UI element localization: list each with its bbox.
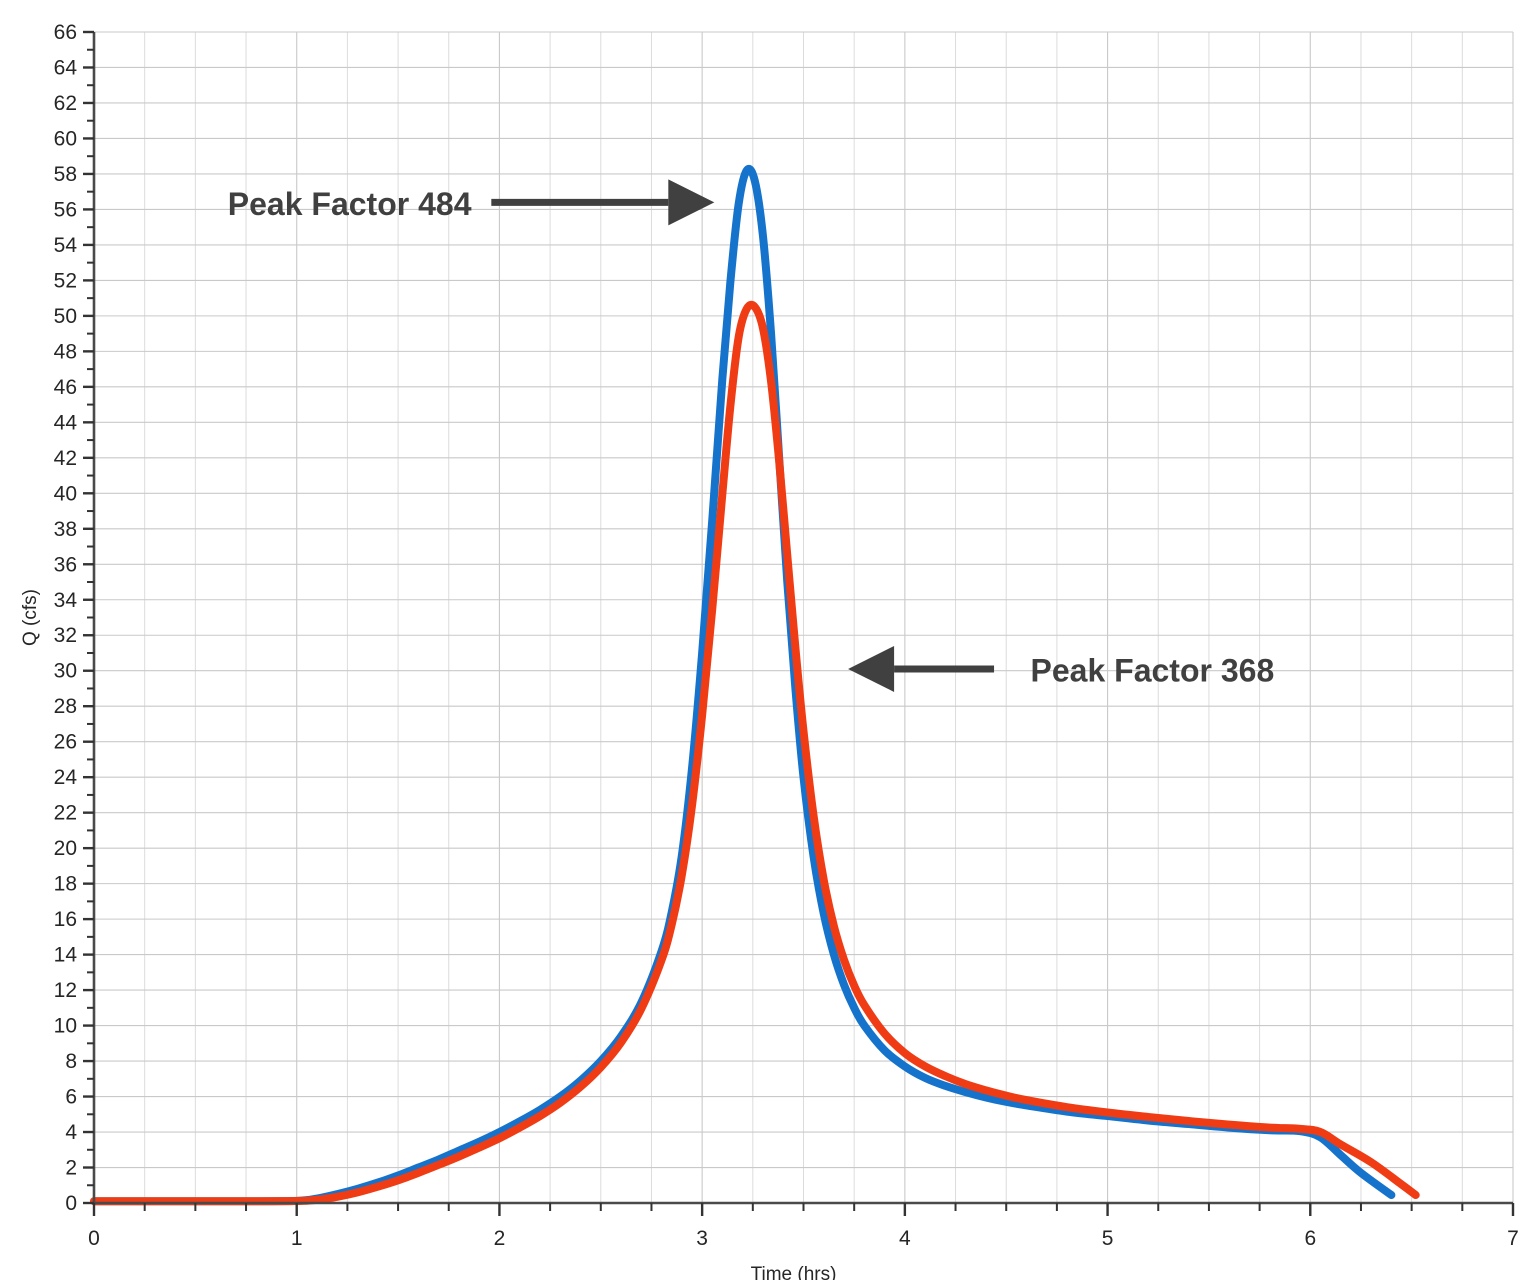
y-tick-label: 4: [65, 1121, 77, 1144]
y-tick-label: 58: [54, 163, 77, 186]
y-tick-label: 50: [54, 305, 77, 328]
x-tick-label: 6: [1304, 1227, 1316, 1250]
y-tick-label: 44: [54, 411, 78, 434]
y-tick-label: 54: [54, 234, 78, 257]
tick-labels: 0246810121416182022242628303234363840424…: [54, 21, 1519, 1250]
series-lines: [90, 164, 1420, 1206]
y-tick-label: 10: [54, 1015, 77, 1038]
y-tick-label: 40: [54, 482, 77, 505]
y-tick-label: 34: [54, 589, 78, 612]
x-tick-label: 2: [494, 1227, 506, 1250]
y-tick-label: 38: [54, 518, 77, 541]
y-tick-label: 46: [54, 376, 77, 399]
y-tick-label: 42: [54, 447, 77, 470]
y-tick-label: 48: [54, 340, 77, 363]
series-line-red: [90, 300, 1420, 1206]
series-line-blue: [90, 164, 1396, 1206]
y-tick-label: 56: [54, 198, 77, 221]
x-tick-label: 4: [899, 1227, 911, 1250]
annotation-peak-368-label: Peak Factor 368: [1031, 653, 1275, 689]
x-axis-title: Time (hrs): [751, 1264, 837, 1280]
annotation-peak-484-label: Peak Factor 484: [228, 186, 472, 222]
x-tick-label: 5: [1102, 1227, 1114, 1250]
y-tick-label: 64: [54, 56, 78, 79]
annotation-peak-368-arrow-head-icon: [848, 645, 895, 692]
y-tick-label: 28: [54, 695, 77, 718]
y-tick-label: 2: [65, 1157, 77, 1180]
axes: [83, 30, 1515, 1216]
y-tick-label: 66: [54, 21, 77, 44]
y-tick-label: 24: [54, 766, 78, 789]
annotations: Peak Factor 484 Peak Factor 368: [228, 179, 1274, 692]
y-tick-label: 36: [54, 553, 77, 576]
y-tick-label: 8: [65, 1050, 77, 1073]
x-tick-label: 3: [696, 1227, 708, 1250]
annotation-peak-484-arrow-head-icon: [668, 179, 715, 226]
y-tick-label: 22: [54, 802, 77, 825]
y-tick-label: 18: [54, 873, 77, 896]
y-tick-label: 62: [54, 92, 77, 115]
x-tick-label: 0: [88, 1227, 100, 1250]
y-tick-label: 20: [54, 837, 77, 860]
major-gridlines: [94, 31, 1513, 1204]
y-tick-label: 52: [54, 269, 77, 292]
y-tick-label: 0: [65, 1192, 77, 1215]
y-tick-label: 60: [54, 127, 77, 150]
y-tick-label: 32: [54, 624, 77, 647]
y-tick-label: 30: [54, 660, 77, 683]
x-tick-label: 1: [291, 1227, 303, 1250]
y-tick-label: 26: [54, 731, 77, 754]
y-tick-label: 16: [54, 908, 77, 931]
y-tick-label: 6: [65, 1086, 77, 1109]
x-tick-label: 7: [1507, 1227, 1519, 1250]
y-tick-label: 14: [54, 944, 78, 967]
y-tick-label: 12: [54, 979, 77, 1002]
y-axis-title: Q (cfs): [20, 589, 41, 646]
